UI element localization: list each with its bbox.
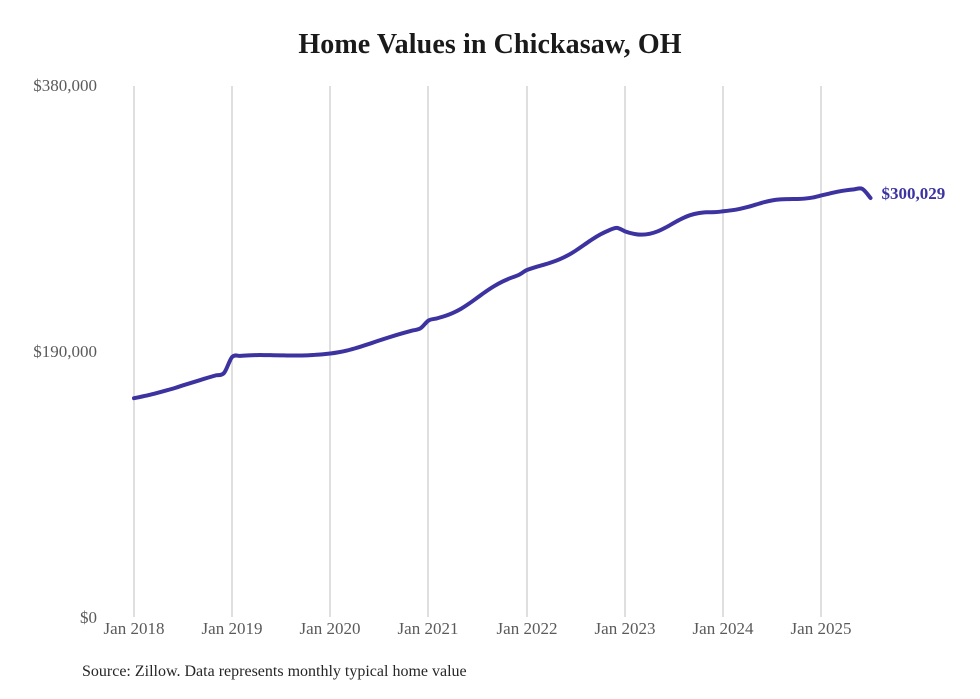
x-tick-label: Jan 2025 — [790, 619, 852, 638]
x-tick-label: Jan 2024 — [692, 619, 754, 638]
y-tick-label: $380,000 — [33, 76, 97, 95]
data-series-line — [132, 186, 873, 401]
page-title: Home Values in Chickasaw, OH — [298, 29, 682, 60]
source-note: Source: Zillow. Data represents monthly … — [82, 663, 467, 680]
x-tick-label: Jan 2019 — [201, 619, 263, 638]
x-tick-label: Jan 2022 — [496, 619, 558, 638]
end-point-value-label: $300,029 — [881, 183, 946, 203]
x-tick-label: Jan 2018 — [103, 619, 165, 638]
y-tick-label: $0 — [80, 608, 97, 627]
gridlines-group — [133, 86, 822, 617]
x-tick-label: Jan 2023 — [594, 619, 656, 638]
x-tick-label: Jan 2021 — [397, 619, 459, 638]
y-tick-label: $190,000 — [33, 342, 97, 361]
x-tick-label: Jan 2020 — [299, 619, 361, 638]
